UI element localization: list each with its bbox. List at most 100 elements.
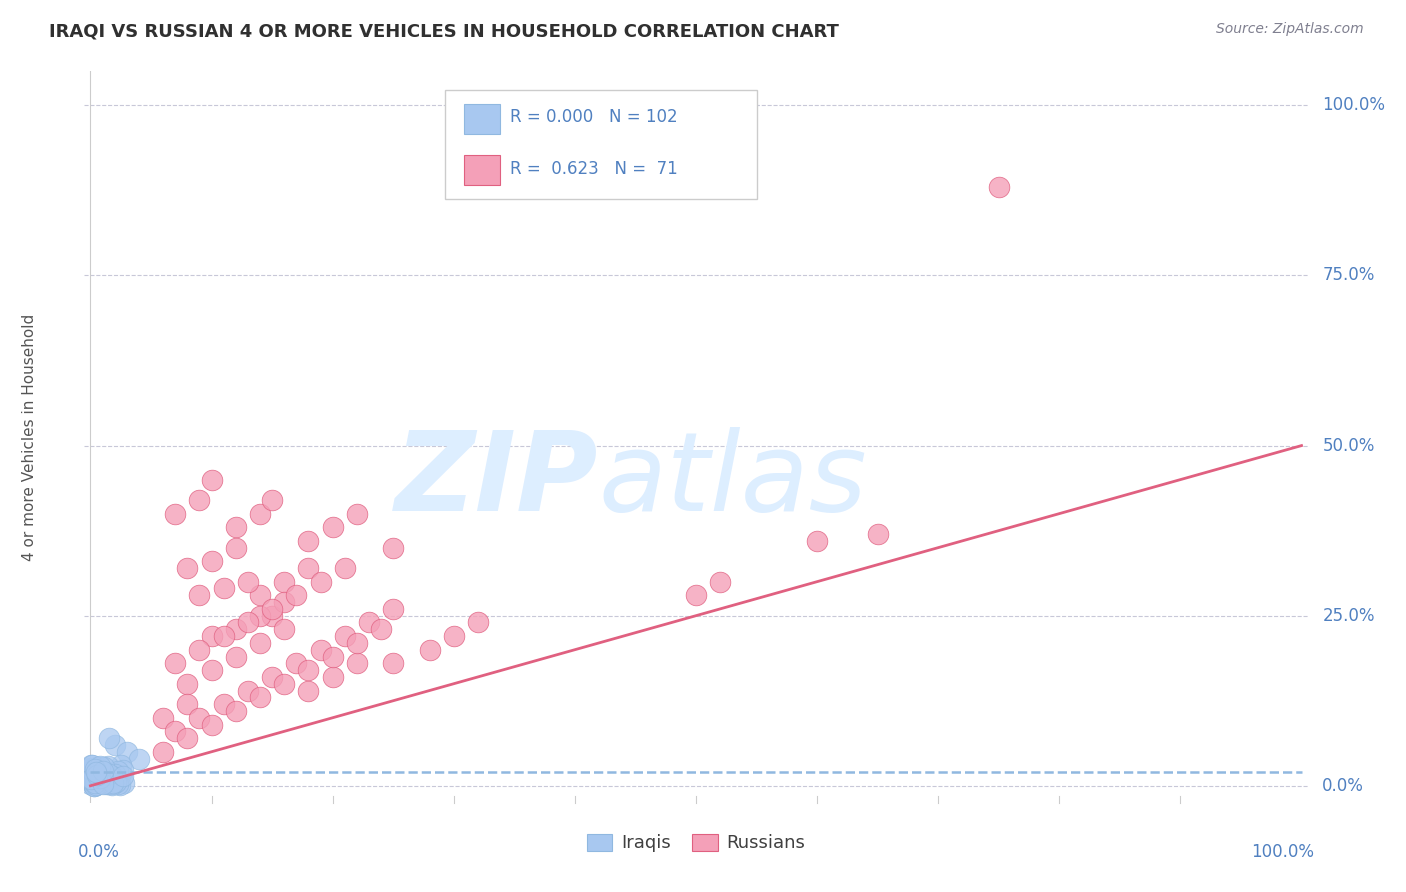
Point xyxy=(236,615,259,630)
Point xyxy=(297,533,319,548)
Point xyxy=(285,588,308,602)
Text: ZIP: ZIP xyxy=(395,427,598,534)
Point xyxy=(200,663,222,677)
Point xyxy=(262,608,284,623)
Point xyxy=(309,574,332,589)
Point xyxy=(91,764,114,778)
Text: 0.0%: 0.0% xyxy=(1322,777,1364,795)
Point xyxy=(86,768,108,782)
Point xyxy=(382,541,405,555)
Point xyxy=(97,774,120,789)
Point xyxy=(443,629,465,643)
Point xyxy=(262,670,284,684)
Point xyxy=(225,704,247,718)
Text: 100.0%: 100.0% xyxy=(1251,843,1313,861)
Point xyxy=(249,507,271,521)
Point xyxy=(273,677,295,691)
Point xyxy=(83,761,105,775)
Point xyxy=(236,683,259,698)
Point xyxy=(83,774,105,789)
Point xyxy=(225,520,247,534)
Point xyxy=(87,766,110,780)
Point xyxy=(97,759,120,773)
Point xyxy=(297,561,319,575)
Point xyxy=(87,760,110,774)
Point xyxy=(91,773,114,788)
Point xyxy=(273,574,295,589)
Point xyxy=(176,697,198,711)
Point xyxy=(91,777,114,791)
Point xyxy=(110,758,132,772)
Legend: Iraqis, Russians: Iraqis, Russians xyxy=(579,826,813,860)
Text: IRAQI VS RUSSIAN 4 OR MORE VEHICLES IN HOUSEHOLD CORRELATION CHART: IRAQI VS RUSSIAN 4 OR MORE VEHICLES IN H… xyxy=(49,22,839,40)
Point xyxy=(685,588,707,602)
Point xyxy=(188,588,211,602)
Point xyxy=(98,767,121,781)
Point xyxy=(82,772,104,787)
Point xyxy=(212,629,235,643)
Text: 0.0%: 0.0% xyxy=(79,843,120,861)
Point xyxy=(104,738,127,752)
Point xyxy=(89,765,111,780)
Point xyxy=(100,775,122,789)
Text: 100.0%: 100.0% xyxy=(1322,96,1385,114)
Point xyxy=(370,622,392,636)
Point xyxy=(225,649,247,664)
Point xyxy=(225,622,247,636)
Point xyxy=(80,773,103,788)
Point xyxy=(84,771,107,785)
Point xyxy=(79,761,101,775)
Point xyxy=(100,774,122,789)
Point xyxy=(112,776,135,790)
Point xyxy=(188,642,211,657)
Point xyxy=(84,765,107,780)
Point xyxy=(236,574,259,589)
Point xyxy=(104,767,127,781)
Point xyxy=(79,777,101,791)
Point xyxy=(83,777,105,791)
Point xyxy=(97,731,120,746)
Bar xyxy=(464,104,501,134)
Point xyxy=(83,779,105,793)
Point xyxy=(188,711,211,725)
Point xyxy=(83,772,105,786)
Point xyxy=(176,677,198,691)
Point xyxy=(89,775,111,789)
Point xyxy=(104,776,127,790)
Point xyxy=(467,615,489,630)
Point xyxy=(105,775,128,789)
Point xyxy=(105,772,128,786)
Point xyxy=(83,779,105,793)
Point xyxy=(249,608,271,623)
Point xyxy=(103,772,125,787)
Point xyxy=(82,767,104,781)
Text: R = 0.000   N = 102: R = 0.000 N = 102 xyxy=(510,109,678,127)
Point xyxy=(86,769,108,783)
Point xyxy=(200,717,222,731)
Point xyxy=(94,772,117,787)
Point xyxy=(97,768,120,782)
Point xyxy=(273,595,295,609)
Point xyxy=(83,769,105,783)
Point xyxy=(82,763,104,777)
Point xyxy=(212,582,235,596)
Point xyxy=(297,663,319,677)
Point xyxy=(97,777,120,791)
Point xyxy=(709,574,731,589)
Point xyxy=(93,766,115,780)
Point xyxy=(112,769,135,783)
Point xyxy=(89,771,111,785)
Point xyxy=(84,760,107,774)
Point xyxy=(249,690,271,705)
Point xyxy=(87,772,110,786)
Point xyxy=(84,762,107,776)
Point xyxy=(83,776,105,790)
Point xyxy=(322,520,344,534)
Point xyxy=(94,776,117,790)
Point xyxy=(176,561,198,575)
FancyBboxPatch shape xyxy=(446,90,758,200)
Point xyxy=(89,768,111,782)
Point xyxy=(87,760,110,774)
Point xyxy=(188,493,211,508)
Point xyxy=(309,642,332,657)
